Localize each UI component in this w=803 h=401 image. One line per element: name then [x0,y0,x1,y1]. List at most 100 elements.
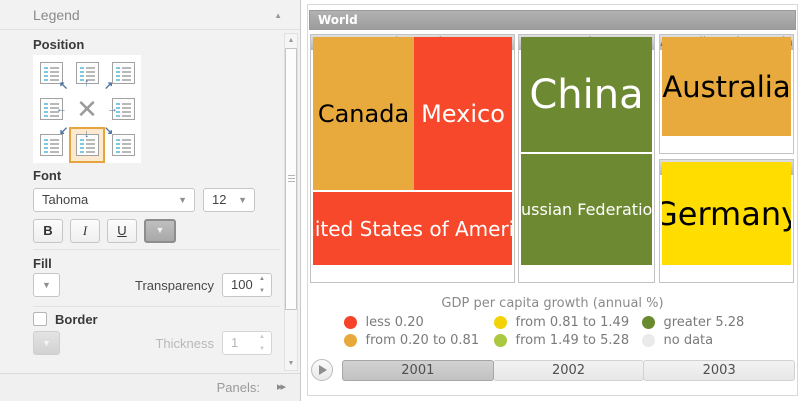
legend-item: greater 5.28 [641,314,762,331]
tile-label: Mexico [421,99,505,128]
tile-label: Canada [317,99,410,128]
thickness-label: Thickness [155,336,214,351]
font-section-label: Font [33,168,62,183]
treemap-tile-canada[interactable]: Canada [313,37,414,190]
legend-options-panel: Legend ▲ Position ✕ ↖ ↑ ↗ ← → ↙ ↓ ↘ Font… [0,0,301,401]
legend-position-bottom-right[interactable] [105,127,141,163]
legend-item: no data [641,332,762,349]
legend-item-label: no data [663,333,714,348]
panel-title: Legend [33,7,80,23]
treemap-tile-australia[interactable]: Australia [662,37,791,136]
legend-color-dot [343,316,357,329]
timeline-year-2002[interactable]: 2002 [492,360,645,381]
legend-item: from 1.49 to 5.28 [493,332,642,349]
legend-item-label: greater 5.28 [663,315,745,330]
position-none-icon[interactable]: ✕ [76,93,98,124]
expand-panels-icon[interactable]: ▸▸ [276,381,286,393]
treemap-panel: World North America Canada Mexico United… [301,0,803,401]
fill-color-dropdown-button[interactable]: ▼ [33,273,60,297]
legend-title: GDP per capita growth (annual %) [441,296,664,311]
treemap-tile-russian-federation[interactable]: Russian Federation [521,154,652,265]
group-north-america: North America Canada Mexico United State… [310,34,515,283]
treemap-root-header[interactable]: World [309,10,796,30]
scrollbar-thumb[interactable] [285,48,297,310]
collapse-panel-icon[interactable]: ▲ [274,11,282,20]
play-button[interactable] [311,359,333,381]
chevron-down-icon: ▼ [238,195,247,205]
legend-color-dot [641,316,655,329]
treemap-tile-mexico[interactable]: Mexico [414,37,512,190]
legend-thumbnail-icon [39,134,63,156]
arrow-up-right-icon: ↗ [104,80,114,92]
legend-color-dot [493,316,507,329]
treemap-color-legend: GDP per capita growth (annual %) less 0.… [308,296,797,349]
border-checkbox[interactable] [33,312,47,326]
font-color-dropdown-button[interactable]: ▼ [144,219,176,243]
legend-position-middle-left[interactable] [33,91,69,127]
treemap-tile-germany[interactable]: Germany [662,162,791,265]
tile-label: China [529,71,644,118]
scrollbar-grip-icon [288,175,295,183]
group-asia: Asia China Russian Federation [518,34,655,283]
legend-position-top-right[interactable] [105,55,141,91]
arrow-left-icon: ← [56,103,67,115]
legend-item: less 0.20 [343,314,494,331]
italic-button[interactable]: I [70,219,100,243]
treemap-tile-united-states[interactable]: United States of America [313,192,512,265]
arrow-up-left-icon: ↖ [59,80,69,92]
timeline-year-2003[interactable]: 2003 [643,360,796,381]
arrow-up-icon: ↑ [84,77,90,89]
border-color-dropdown-button[interactable]: ▼ [33,331,60,355]
legend-thumbnail-icon [39,62,63,84]
legend-position-bottom-center[interactable] [69,127,105,163]
border-section-label: Border [55,312,98,327]
underline-button[interactable]: U [107,219,137,243]
panel-header: Legend ▲ [0,0,300,30]
font-size-value: 12 [212,192,227,207]
panel-footer: Panels: ▸▸ [0,373,300,401]
year-timeline: 2001 2002 2003 [342,360,796,381]
font-family-select[interactable]: Tahoma ▼ [33,188,195,212]
scroll-down-icon[interactable]: ▼ [287,360,295,367]
transparency-spinner[interactable]: 100 ▲ ▼ [222,273,272,297]
timeline-year-2001[interactable]: 2001 [342,360,494,381]
legend-color-dot [493,334,507,347]
legend-position-top-left[interactable] [33,55,69,91]
tile-label: Germany [662,194,791,233]
legend-position-top-center[interactable] [69,55,105,91]
arrow-down-right-icon: ↘ [104,125,114,137]
treemap-root-title: World [318,13,358,27]
treemap-tile-china[interactable]: China [521,37,652,152]
transparency-label: Transparency [135,278,214,293]
legend-thumbnail-icon [75,134,99,156]
arrow-down-icon: ↓ [84,128,90,140]
spinner-arrows-icon: ▲ ▼ [259,334,265,352]
position-section-label: Position [33,37,85,52]
transparency-value: 100 [231,277,253,292]
legend-item-label: less 0.20 [365,315,424,330]
legend-items-grid: less 0.20 from 0.81 to 1.49 greater 5.28… [308,314,797,349]
spinner-arrows-icon[interactable]: ▲ ▼ [259,276,265,294]
bold-button[interactable]: B [33,219,63,243]
legend-item-label: from 0.81 to 1.49 [515,315,630,330]
legend-item-label: from 1.49 to 5.28 [515,333,630,348]
fill-section-label: Fill [33,256,52,271]
thickness-spinner[interactable]: 1 ▲ ▼ [222,331,272,355]
play-icon [319,365,327,375]
legend-color-dot [641,334,655,347]
divider [33,306,280,307]
font-size-select[interactable]: 12 ▼ [203,188,255,212]
legend-thumbnail-icon [39,98,63,120]
legend-position-grid: ✕ ↖ ↑ ↗ ← → ↙ ↓ ↘ [33,55,141,163]
tile-label: Russian Federation [521,200,652,219]
panel-scrollbar[interactable]: ▲ ▼ [284,33,298,371]
legend-thumbnail-icon [111,62,135,84]
scroll-up-icon[interactable]: ▲ [287,37,295,44]
legend-position-middle-right[interactable] [105,91,141,127]
legend-position-bottom-left[interactable] [33,127,69,163]
group-australia-oceania: Australia and Oceania Australia [659,34,794,154]
font-family-value: Tahoma [42,192,89,207]
legend-item: from 0.81 to 1.49 [493,314,642,331]
legend-item: from 0.20 to 0.81 [343,332,494,349]
